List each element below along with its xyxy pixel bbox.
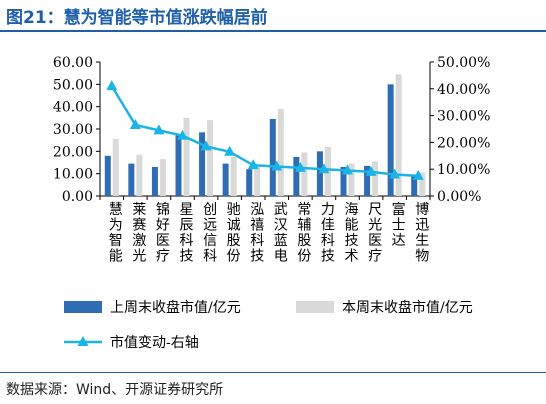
- line-point: [153, 124, 165, 135]
- bar-last-week: [364, 165, 371, 196]
- line-series-market-cap-change: [110, 85, 419, 178]
- line-point: [318, 163, 330, 174]
- bars-layer: [104, 74, 426, 196]
- line-point: [342, 164, 353, 175]
- category-label: 常辅股份: [297, 202, 311, 265]
- footer-rule: [0, 372, 546, 373]
- line-point: [200, 140, 212, 151]
- right-tick-label: 10.00%: [437, 162, 490, 178]
- line-point: [224, 145, 236, 156]
- legend-label-line: 市值变动-右轴: [110, 334, 199, 351]
- legend-label-last-week: 上周末收盘市值/亿元: [110, 299, 241, 316]
- legend-swatch-this-week: [296, 301, 334, 313]
- bar-this-week: [207, 120, 214, 196]
- category-label: 星辰科技: [180, 202, 194, 265]
- bar-this-week: [159, 159, 166, 196]
- category-label: 驰诚股份: [227, 202, 241, 265]
- line-point: [247, 159, 259, 170]
- legend-label-this-week: 本周末收盘市值/亿元: [342, 299, 473, 316]
- right-tick-label: 40.00%: [437, 82, 490, 98]
- left-tick-label: 40.00: [53, 100, 93, 116]
- bar-this-week: [277, 108, 284, 196]
- bar-last-week: [222, 163, 229, 196]
- bar-last-week: [246, 169, 253, 196]
- figure-title: 图21：慧为智能等市值涨跌幅居前: [6, 8, 268, 28]
- line-point: [294, 161, 306, 172]
- left-tick-label: 0.00: [62, 189, 93, 205]
- right-tick-label: 0.00%: [437, 189, 481, 205]
- category-label: 博迅生物: [415, 201, 429, 265]
- line-point: [129, 118, 141, 129]
- bar-this-week: [372, 161, 379, 196]
- bar-this-week: [183, 117, 190, 196]
- bar-last-week: [269, 118, 276, 196]
- bar-last-week: [128, 163, 135, 196]
- bar-last-week: [387, 84, 394, 196]
- line-point: [389, 168, 401, 179]
- bar-last-week: [340, 166, 347, 196]
- bar-this-week: [254, 165, 261, 196]
- category-label: 慧为智能: [109, 202, 123, 265]
- bar-last-week: [151, 166, 158, 196]
- category-label: 富士达: [392, 201, 406, 249]
- labels-layer: 0.00 10.00 20.00 30.00 40.00 50.00 60.00 0.00% 1…: [53, 55, 490, 265]
- line-point: [365, 165, 377, 176]
- left-tick-label: 20.00: [53, 144, 93, 160]
- category-label: 锦好医疗: [156, 201, 170, 265]
- legend-line-marker: [77, 336, 89, 346]
- bar-last-week: [316, 151, 323, 196]
- bar-this-week: [348, 163, 355, 196]
- right-tick-label: 30.00%: [437, 109, 490, 125]
- bar-last-week: [411, 174, 418, 196]
- left-tick-label: 30.00: [53, 122, 93, 138]
- line-point: [271, 160, 283, 171]
- bar-last-week: [104, 155, 111, 196]
- axes-layer: [96, 61, 434, 200]
- legend-swatch-last-week: [64, 301, 102, 313]
- category-label: 武汉蓝电: [274, 202, 288, 265]
- category-label: 泓禧科技: [250, 202, 264, 265]
- title-rule: [0, 30, 546, 32]
- bar-last-week: [175, 134, 182, 196]
- right-tick-label: 50.00%: [437, 55, 490, 71]
- line-point: [177, 129, 188, 140]
- bar-this-week: [136, 154, 143, 196]
- right-tick-label: 20.00%: [437, 135, 490, 151]
- bar-last-week: [199, 132, 206, 196]
- bar-line-chart: 0.00 10.00 20.00 30.00 40.00 50.00 60.00 0.00% 1…: [53, 55, 490, 351]
- category-label: 创远信科: [203, 202, 217, 265]
- category-label: 莱赛激光: [132, 202, 146, 265]
- source-note: 数据来源：Wind、开源证券研究所: [6, 382, 224, 398]
- bar-last-week: [293, 156, 300, 196]
- line-layer: [106, 80, 424, 180]
- line-point: [412, 169, 424, 180]
- bar-this-week: [419, 172, 426, 196]
- bar-this-week: [301, 152, 308, 196]
- category-label: 力佳科技: [321, 202, 335, 265]
- bar-this-week: [395, 74, 402, 196]
- bar-this-week: [230, 156, 237, 196]
- category-label: 海能技术: [345, 202, 359, 265]
- left-tick-label: 60.00: [53, 55, 93, 71]
- left-tick-label: 50.00: [53, 77, 93, 93]
- category-label: 尺光医疗: [368, 202, 382, 265]
- left-tick-label: 10.00: [53, 167, 93, 183]
- bar-this-week: [112, 139, 119, 196]
- line-point: [106, 80, 118, 91]
